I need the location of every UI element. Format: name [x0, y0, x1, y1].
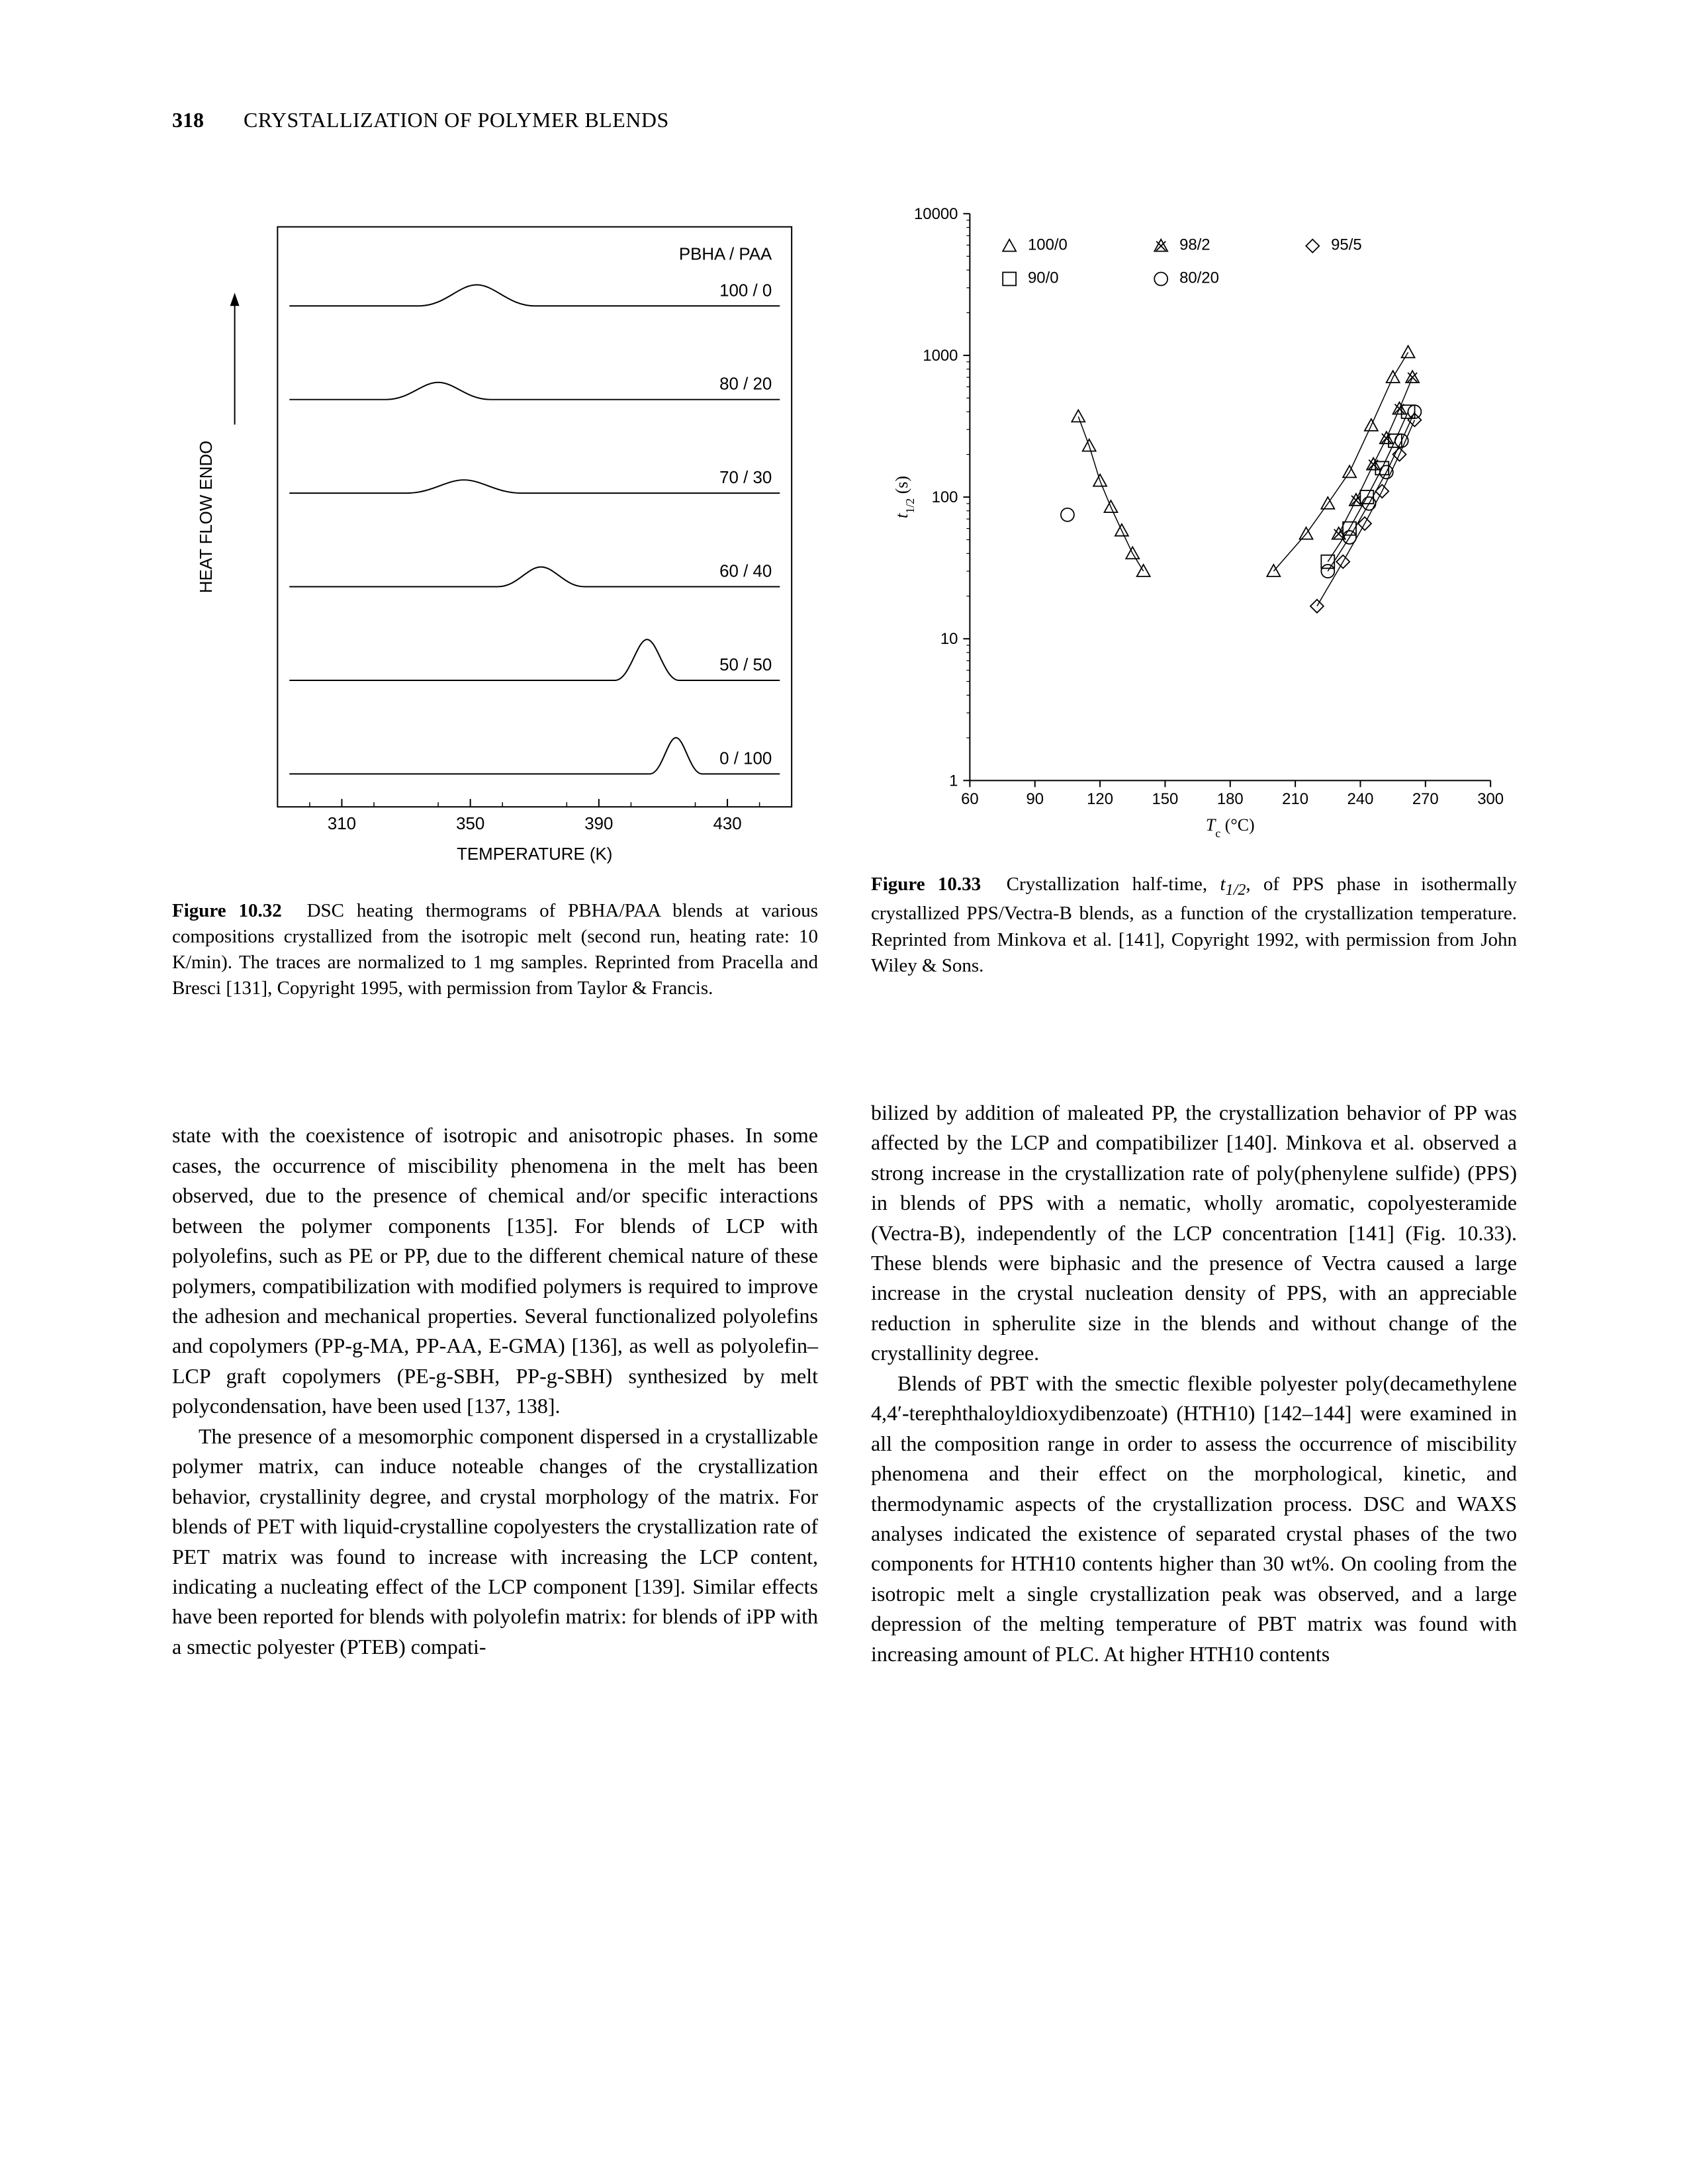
right-column-text: bilized by addition of maleated PP, the … — [871, 1098, 1517, 1669]
svg-text:240: 240 — [1347, 790, 1374, 808]
left-column-text: state with the coexistence of isotropic … — [172, 1120, 818, 1662]
right-para-2: Blends of PBT with the smectic flexible … — [871, 1369, 1517, 1669]
svg-text:60 / 40: 60 / 40 — [719, 563, 772, 581]
running-head: CRYSTALLIZATION OF POLYMER BLENDS — [244, 106, 669, 134]
page-number: 318 — [172, 106, 204, 134]
svg-text:120: 120 — [1087, 790, 1113, 808]
page-header: 318 CRYSTALLIZATION OF POLYMER BLENDS — [172, 106, 1517, 134]
svg-text:100: 100 — [932, 488, 958, 506]
left-para-2: The presence of a mesomorphic component … — [172, 1422, 818, 1662]
svg-text:HEAT FLOW ENDO: HEAT FLOW ENDO — [197, 441, 216, 594]
svg-text:70 / 30: 70 / 30 — [719, 469, 772, 487]
svg-text:10: 10 — [940, 630, 958, 648]
svg-text:150: 150 — [1152, 790, 1178, 808]
svg-text:310: 310 — [328, 815, 356, 833]
svg-text:TEMPERATURE (K): TEMPERATURE (K) — [457, 845, 612, 864]
svg-text:210: 210 — [1282, 790, 1308, 808]
svg-text:270: 270 — [1412, 790, 1439, 808]
figure-10-33-label: Figure 10.33 — [871, 874, 981, 895]
svg-text:300: 300 — [1477, 790, 1504, 808]
svg-text:100/0: 100/0 — [1028, 236, 1068, 254]
svg-text:90: 90 — [1026, 790, 1044, 808]
svg-text:60: 60 — [961, 790, 979, 808]
svg-text:98/2: 98/2 — [1179, 236, 1210, 254]
figure-10-33-caption-text-1: Crystallization half-time, — [1007, 874, 1220, 895]
svg-text:1: 1 — [949, 772, 958, 790]
svg-text:0 / 100: 0 / 100 — [719, 750, 772, 768]
svg-text:80/20: 80/20 — [1179, 269, 1219, 287]
dsc-thermogram-chart: 310 350 390 430 TEMPERATURE (K) HEAT FLOW END… — [172, 187, 818, 886]
figure-10-33-caption: Figure 10.33 Crystallization half-time, … — [871, 872, 1517, 979]
svg-text:PBHA / PAA: PBHA / PAA — [679, 246, 772, 264]
svg-text:180: 180 — [1217, 790, 1244, 808]
svg-text:Tc (°C): Tc (°C) — [1206, 815, 1255, 840]
right-para-1: bilized by addition of maleated PP, the … — [871, 1098, 1517, 1369]
figure-10-33: 60 90 120 150 180 210 240 270 300 1 10 100 1000 10000… — [871, 187, 1517, 979]
figure-10-33-halftime-symbol: t1/2 — [1220, 874, 1246, 895]
halftime-scatter-chart: 60 90 120 150 180 210 240 270 300 1 10 100 1000 10000… — [871, 187, 1517, 860]
figure-10-32-label: Figure 10.32 — [172, 900, 282, 921]
svg-text:430: 430 — [713, 815, 741, 833]
svg-text:350: 350 — [456, 815, 484, 833]
svg-text:50 / 50: 50 / 50 — [719, 656, 772, 674]
svg-text:10000: 10000 — [914, 205, 958, 223]
svg-text:90/0: 90/0 — [1028, 269, 1058, 287]
svg-text:1000: 1000 — [923, 347, 958, 365]
svg-text:t1/2 (s): t1/2 (s) — [892, 476, 917, 518]
figure-10-32: 310 350 390 430 TEMPERATURE (K) HEAT FLOW END… — [172, 187, 818, 1001]
svg-text:100 / 0: 100 / 0 — [719, 282, 772, 300]
figure-10-32-caption: Figure 10.32 DSC heating thermograms of … — [172, 898, 818, 1002]
svg-text:80 / 20: 80 / 20 — [719, 375, 772, 394]
svg-text:95/5: 95/5 — [1331, 236, 1362, 254]
svg-text:390: 390 — [584, 815, 613, 833]
left-para-1: state with the coexistence of isotropic … — [172, 1120, 818, 1421]
